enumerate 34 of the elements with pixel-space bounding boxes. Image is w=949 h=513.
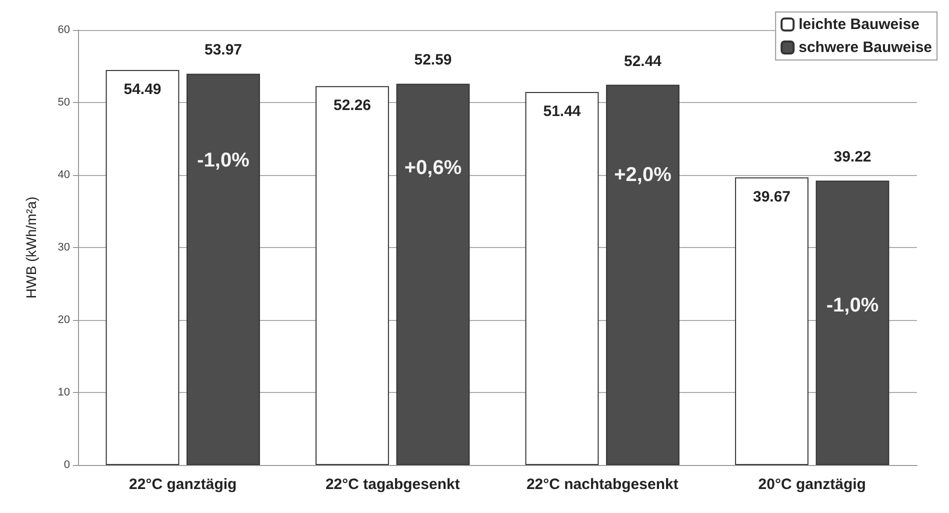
data-label: 39.67 — [752, 188, 791, 206]
y-tick-label: 50 — [58, 96, 70, 108]
y-tick-label: 40 — [58, 169, 70, 181]
y-tick-label: 20 — [58, 314, 70, 326]
bar — [606, 84, 680, 465]
y-tick-label: 0 — [64, 459, 70, 471]
y-tick-label: 60 — [58, 24, 70, 36]
annotation: +0,6% — [404, 156, 462, 179]
x-tick-label: 22°C tagabgesenkt — [325, 476, 460, 493]
bar — [316, 86, 389, 465]
legend-label: schwere Bauweise — [798, 39, 932, 56]
x-tick-label: 22°C ganztägig — [129, 476, 237, 493]
y-tick-label: 10 — [58, 386, 70, 398]
data-label: 52.26 — [333, 97, 372, 114]
data-label: 51.44 — [543, 103, 582, 120]
data-label: 54.49 — [124, 80, 162, 98]
data-label: 53.97 — [204, 42, 242, 59]
data-label: 39.22 — [834, 148, 872, 166]
x-tick-label: 20°C ganztägig — [758, 476, 866, 493]
legend-label: leichte Bauweise — [798, 16, 920, 33]
data-label: 52.59 — [414, 52, 452, 69]
bar — [735, 177, 808, 465]
annotation: +2,0% — [614, 164, 672, 186]
annotation: -1,0% — [826, 294, 879, 316]
x-tick-label: 22°C nachtabgesenkt — [526, 476, 678, 493]
annotation: -1,0% — [197, 150, 250, 172]
y-tick-label: 30 — [58, 242, 70, 254]
y-axis-title: HWB (kWh/m²a) — [23, 196, 39, 298]
data-label: 52.44 — [624, 52, 662, 70]
bar — [396, 84, 470, 465]
bar — [816, 180, 890, 465]
bar — [186, 74, 260, 465]
bar — [525, 92, 599, 465]
bar — [106, 70, 180, 465]
